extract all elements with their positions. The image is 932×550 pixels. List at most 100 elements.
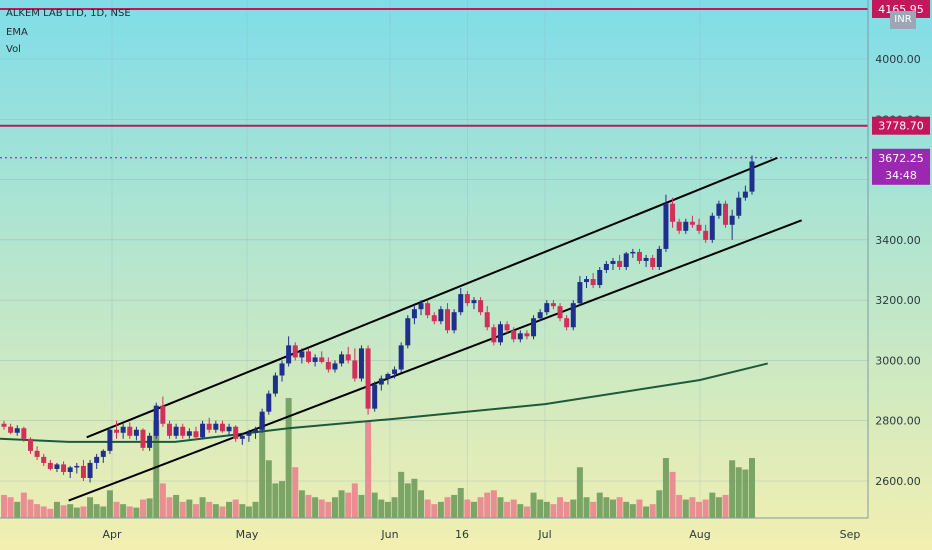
volume-bar (40, 506, 47, 518)
x-tick-label: Apr (102, 528, 122, 541)
time-axis[interactable]: Apr May Jun 16 Jul Aug Sep (0, 517, 868, 541)
volume-bar (34, 504, 41, 518)
candle-body (27, 438, 33, 451)
candle-body (61, 464, 67, 472)
candle-body (74, 465, 80, 468)
candle-body (352, 360, 358, 379)
volume-bar (259, 416, 266, 518)
volume-bar (338, 490, 345, 518)
resistance-label: 3778.70 (878, 120, 924, 133)
volume-bar (146, 498, 153, 518)
volume-bar (457, 488, 464, 518)
candle-body (200, 423, 206, 438)
candle-body (696, 224, 702, 231)
volume-bar (285, 398, 292, 518)
volume-bar (265, 460, 272, 518)
volume-bar (252, 501, 259, 518)
volume-bar (232, 499, 239, 518)
volume-bar (517, 504, 524, 518)
candle-body (219, 423, 225, 432)
candle-body (603, 263, 609, 270)
volume-bar (470, 501, 477, 518)
candle-body (133, 429, 139, 436)
candle-body (186, 431, 192, 436)
candle-body (80, 465, 86, 478)
candle-body (305, 351, 311, 362)
candle-body (749, 161, 755, 192)
volume-bar (497, 497, 504, 518)
volume-bar (318, 499, 325, 518)
volume-bar (199, 497, 206, 518)
candle-body (47, 462, 53, 469)
candle-body (292, 345, 298, 358)
candle-body (736, 197, 742, 216)
candle-body (8, 426, 14, 433)
candle-body (570, 303, 576, 328)
volume-bar (120, 504, 127, 518)
candle-body (153, 405, 159, 436)
volume-bar (576, 467, 583, 518)
volume-bar (67, 504, 74, 518)
indicator-ema[interactable]: EMA (6, 27, 28, 38)
volume-bar (60, 505, 67, 518)
x-tick-label: May (236, 528, 259, 541)
candle-body (617, 260, 623, 267)
volume-bar (702, 499, 709, 518)
volume-bar (722, 494, 729, 518)
candles (1, 155, 755, 483)
candle-body (339, 354, 345, 364)
indicator-vol[interactable]: Vol (6, 44, 21, 55)
volume-bar (431, 504, 438, 518)
volume-bar (543, 501, 550, 518)
candle-body (87, 462, 93, 478)
candle-body (286, 345, 292, 364)
candle-body (120, 426, 126, 433)
volume-bar (649, 504, 656, 518)
volume-bar (451, 494, 458, 518)
candle-body (703, 230, 709, 240)
candle-body (213, 423, 219, 430)
volume-bar (140, 499, 147, 518)
candle-body (544, 303, 550, 313)
candle-body (557, 306, 563, 319)
volume-bar (676, 494, 683, 518)
volume-bar (279, 481, 286, 518)
x-tick-label: 16 (455, 528, 469, 541)
x-tick-label: Jul (537, 528, 551, 541)
symbol-title[interactable]: ALKEM LAB LTD, 1D, NSE (6, 8, 131, 19)
candle-body (709, 215, 715, 240)
volume-bar (603, 497, 610, 518)
volume-bar (550, 504, 557, 518)
y-tick-label: 3400.00 (875, 234, 921, 247)
volume-bar (742, 469, 749, 518)
candle-body (517, 333, 523, 340)
volume-bar (212, 504, 219, 518)
candle-body (723, 203, 729, 225)
volume-bar (504, 501, 511, 518)
candle-body (458, 294, 464, 313)
volume-bar (530, 492, 537, 518)
candle-body (411, 309, 417, 319)
volume-bar (93, 504, 100, 518)
volume-bar (331, 497, 338, 518)
volume-bar (623, 501, 630, 518)
volume-bar (133, 507, 140, 518)
volume-bar (239, 504, 246, 518)
candle-body (597, 270, 603, 286)
volume-bar (325, 501, 332, 518)
volume-bar (629, 504, 636, 518)
currency-badge[interactable]: INR (890, 11, 916, 29)
candle-body (550, 303, 556, 307)
candle-body (405, 318, 411, 346)
candle-body (610, 260, 616, 264)
candle-body (206, 423, 212, 430)
candle-body (643, 257, 649, 261)
volume-bar (424, 499, 431, 518)
candle-body (464, 294, 470, 304)
candle-body (742, 191, 748, 198)
candle-body (266, 393, 272, 412)
candle-body (233, 426, 239, 439)
